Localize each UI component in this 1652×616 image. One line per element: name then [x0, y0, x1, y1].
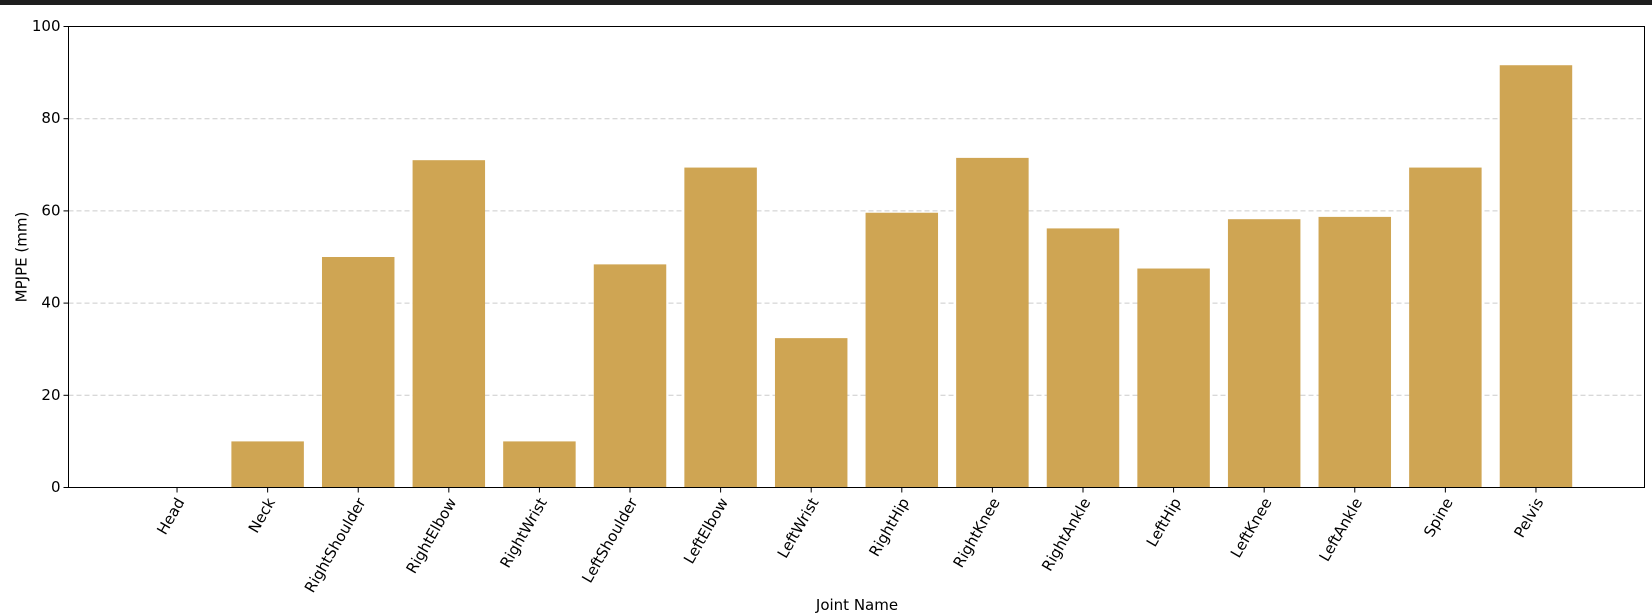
x-tick-label: LeftHip: [1143, 495, 1185, 550]
bar: [1046, 228, 1120, 488]
bar: [1227, 219, 1301, 488]
bar: [865, 212, 939, 488]
top-bar: [0, 0, 1652, 5]
y-tick-label: 0: [51, 478, 61, 496]
y-tick-label: 100: [32, 17, 61, 35]
x-tick-label: LeftShoulder: [578, 494, 642, 586]
bar: [412, 160, 486, 488]
y-tick-label: 80: [41, 109, 60, 127]
x-tick-label: RightHip: [865, 495, 913, 560]
bar: [956, 157, 1029, 488]
x-tick-label: RightAnkle: [1038, 495, 1094, 574]
bar: [684, 167, 757, 488]
bar: [1409, 167, 1482, 488]
bar: [774, 338, 848, 488]
bar: [1318, 216, 1392, 488]
y-tick-label: 60: [41, 201, 60, 219]
x-tick-label: Pelvis: [1510, 495, 1547, 541]
x-tick-label: LeftAnkle: [1316, 495, 1367, 565]
y-tick-label: 20: [41, 386, 60, 404]
x-tick-label: LeftElbow: [680, 495, 732, 567]
x-tick-label: RightWrist: [496, 495, 550, 571]
bar: [231, 441, 304, 488]
y-axis-label: MPJPE (mm): [13, 212, 31, 303]
bar: [593, 264, 667, 488]
x-tick-label: Head: [153, 495, 188, 538]
x-tick-label: Neck: [245, 494, 279, 536]
bar: [321, 257, 395, 488]
bar: [503, 441, 576, 488]
x-tick-label: LeftWrist: [774, 495, 823, 562]
x-tick-label: RightShoulder: [301, 494, 370, 596]
plot-frame: [68, 26, 1645, 488]
x-axis-label: Joint Name: [815, 596, 898, 614]
y-tick-label: 40: [41, 294, 60, 312]
bar: [1137, 268, 1210, 488]
bar: [1499, 65, 1573, 488]
x-tick-label: LeftKnee: [1227, 495, 1276, 561]
x-tick-label: RightKnee: [950, 495, 1004, 571]
x-tick-label: Spine: [1420, 495, 1457, 540]
x-tick-label: RightElbow: [403, 495, 461, 577]
